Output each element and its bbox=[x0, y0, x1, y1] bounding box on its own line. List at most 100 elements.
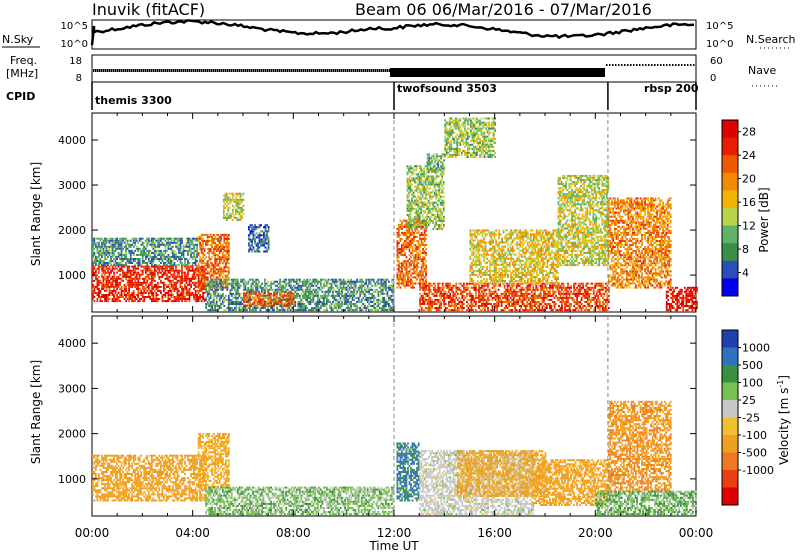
heatmap-cell bbox=[243, 309, 245, 312]
heatmap-cell bbox=[208, 296, 211, 299]
heatmap-cell bbox=[173, 271, 176, 274]
heatmap-cell bbox=[164, 251, 167, 254]
heatmap-cell bbox=[233, 309, 236, 312]
heatmap-cell bbox=[158, 289, 161, 292]
heatmap-cell bbox=[276, 305, 278, 307]
heatmap-cell bbox=[212, 278, 215, 281]
heatmap-cell bbox=[212, 252, 215, 255]
heatmap-cell bbox=[409, 222, 412, 224]
heatmap-cell bbox=[350, 307, 352, 309]
freq-mark bbox=[377, 69, 379, 72]
heatmap-cell bbox=[220, 268, 223, 271]
freq-mark bbox=[151, 69, 153, 72]
heatmap-cell bbox=[173, 296, 176, 298]
heatmap-cell bbox=[113, 258, 115, 260]
heatmap-cell bbox=[425, 229, 427, 232]
heatmap-cell bbox=[190, 279, 192, 282]
noise-axis-left-bottom: 10^0 bbox=[61, 39, 88, 50]
nsky-label: N.Sky bbox=[2, 33, 34, 46]
heatmap-cell bbox=[238, 307, 241, 309]
heatmap-cell bbox=[122, 258, 124, 260]
heatmap-cell bbox=[191, 264, 194, 267]
heatmap-cell bbox=[104, 277, 106, 280]
heatmap-cell bbox=[223, 233, 226, 236]
heatmap-cell bbox=[220, 284, 223, 287]
heatmap-cell bbox=[415, 197, 418, 200]
heatmap-cell bbox=[123, 294, 126, 296]
heatmap-cell bbox=[129, 269, 132, 272]
heatmap-cell bbox=[416, 248, 418, 251]
heatmap-cell bbox=[175, 283, 177, 286]
heatmap-cell bbox=[309, 278, 312, 281]
heatmap-cell bbox=[120, 269, 123, 272]
heatmap-cell bbox=[227, 248, 230, 251]
freq-mark bbox=[279, 69, 281, 72]
heatmap-cell bbox=[176, 289, 179, 292]
heatmap-cell bbox=[310, 282, 313, 285]
heatmap-cell bbox=[396, 272, 399, 275]
heatmap-cell bbox=[117, 296, 120, 298]
heatmap-cell bbox=[416, 258, 418, 261]
freq-mark bbox=[355, 69, 357, 72]
heatmap-cell bbox=[119, 300, 121, 303]
heatmap-cell bbox=[184, 258, 186, 260]
heatmap-cell bbox=[228, 192, 231, 195]
heatmap-cell bbox=[185, 241, 188, 244]
freq-mark bbox=[133, 69, 135, 72]
heatmap-cell bbox=[134, 279, 137, 282]
heatmap-cell bbox=[246, 282, 248, 285]
heatmap-cell bbox=[239, 194, 242, 197]
heatmap-cell bbox=[273, 280, 275, 283]
heatmap-cell bbox=[132, 281, 135, 284]
heatmap-cell bbox=[396, 254, 399, 257]
heatmap-cell bbox=[156, 283, 159, 286]
freq-mark bbox=[335, 69, 337, 72]
heatmap-cell bbox=[104, 264, 106, 267]
heatmap-cell bbox=[354, 303, 357, 305]
heatmap-cell bbox=[137, 273, 140, 276]
heatmap-cell bbox=[448, 119, 451, 122]
heatmap-cell bbox=[193, 287, 195, 290]
heatmap-cell bbox=[179, 298, 182, 300]
heatmap-cell bbox=[257, 248, 259, 251]
heatmap-cell bbox=[208, 284, 211, 287]
heatmap-cell bbox=[150, 298, 153, 300]
heatmap-cell bbox=[282, 288, 285, 291]
heatmap-cell bbox=[356, 292, 358, 295]
heatmap-cell bbox=[270, 305, 272, 307]
heatmap-cell bbox=[309, 298, 312, 301]
heatmap-cell bbox=[423, 256, 426, 259]
heatmap-cell bbox=[126, 262, 129, 264]
heatmap-cell bbox=[441, 177, 444, 180]
heatmap-cell bbox=[300, 298, 303, 301]
heatmap-cell bbox=[102, 245, 105, 248]
heatmap-cell bbox=[282, 290, 285, 293]
heatmap-cell bbox=[156, 267, 159, 270]
heatmap-cell bbox=[218, 242, 221, 244]
heatmap-cell bbox=[161, 269, 164, 272]
heatmap-cell bbox=[107, 245, 109, 248]
heatmap-cell bbox=[401, 254, 403, 257]
heatmap-cell bbox=[260, 244, 262, 247]
freq-mark bbox=[219, 69, 221, 72]
heatmap-cell bbox=[365, 309, 368, 312]
heatmap-cell bbox=[197, 292, 200, 294]
heatmap-cell bbox=[150, 289, 153, 292]
heatmap-cell bbox=[214, 278, 217, 281]
heatmap-cell bbox=[191, 273, 194, 276]
heatmap-cell bbox=[279, 309, 281, 312]
heatmap-cell bbox=[433, 185, 436, 188]
heatmap-cell bbox=[146, 275, 149, 278]
heatmap-cell bbox=[135, 273, 138, 276]
heatmap-cell bbox=[182, 255, 185, 258]
heatmap-cell bbox=[215, 294, 218, 297]
heatmap-cell bbox=[408, 229, 411, 232]
heatmap-cell bbox=[102, 239, 105, 242]
heatmap-cell bbox=[215, 288, 218, 291]
heatmap-cell bbox=[212, 272, 215, 275]
heatmap-cell bbox=[283, 280, 286, 283]
heatmap-cell bbox=[128, 281, 130, 284]
heatmap-cell bbox=[261, 242, 264, 245]
heatmap-cell bbox=[411, 254, 414, 257]
heatmap-cell bbox=[276, 296, 278, 299]
